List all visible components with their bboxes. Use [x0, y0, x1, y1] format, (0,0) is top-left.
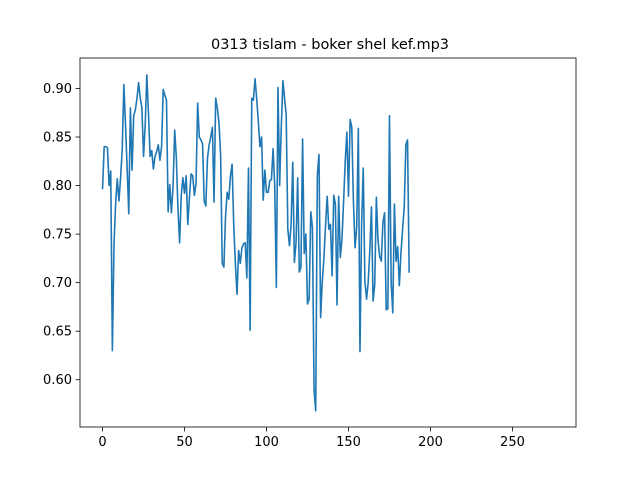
- y-tick-label: 0.65: [43, 325, 72, 340]
- y-tick-label: 0.80: [43, 179, 72, 194]
- series-line: [101, 74, 410, 412]
- x-tick-label: 100: [254, 435, 279, 450]
- y-tick-label: 0.70: [43, 276, 72, 291]
- chart-title: 0313 tislam - boker shel kef.mp3: [211, 37, 449, 53]
- x-tick-label: 50: [176, 435, 193, 450]
- plot-area-frame: [79, 57, 577, 428]
- series-layer: [101, 74, 410, 412]
- y-tick-label: 0.60: [43, 373, 72, 388]
- y-axis-ticks: 0.60 0.65 0.70 0.75 0.80 0.85 0.90: [43, 82, 80, 388]
- x-tick-label: 200: [418, 435, 443, 450]
- y-tick-label: 0.75: [43, 228, 72, 243]
- x-tick-label: 250: [500, 435, 525, 450]
- y-tick-label: 0.90: [43, 82, 72, 97]
- x-tick-label: 0: [98, 435, 106, 450]
- x-axis-ticks: 0 50 100 150 200 250: [98, 427, 525, 450]
- y-tick-label: 0.85: [43, 131, 72, 146]
- x-tick-label: 150: [336, 435, 361, 450]
